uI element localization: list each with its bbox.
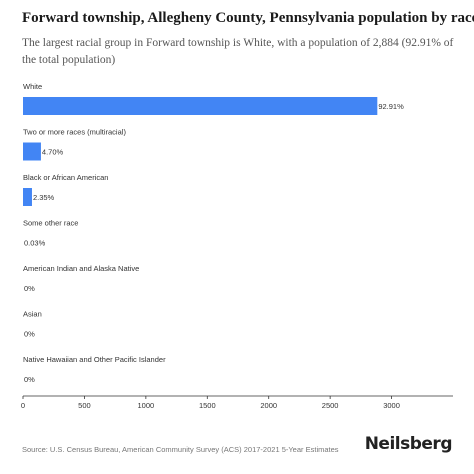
data-label: 92.91% [378,102,404,111]
x-tick-label: 500 [78,401,91,410]
chart-subtitle: The largest racial group in Forward town… [22,37,454,66]
data-label: 0.03% [24,239,46,248]
bar [23,142,41,161]
data-label: 0% [24,375,35,384]
data-label: 4.70% [42,148,64,157]
data-label: 2.35% [33,193,55,202]
data-label: 0% [24,284,35,293]
category-label: Asian [23,310,42,319]
source-note: Source: U.S. Census Bureau, American Com… [22,445,339,454]
x-tick-label: 2500 [322,401,339,410]
x-tick-label: 3000 [383,401,400,410]
category-label: American Indian and Alaska Native [23,264,139,273]
brand-logo: Neilsberg [364,434,453,454]
x-tick-label: 1000 [138,401,155,410]
category-label: Native Hawaiian and Other Pacific Island… [23,355,166,364]
category-label: Black or African American [23,173,108,182]
x-tick-label: 2000 [260,401,277,410]
bar [23,188,32,206]
chart-title: Forward township, Allegheny County, Penn… [22,10,474,26]
x-tick-label: 0 [21,401,25,410]
category-label: Some other race [23,219,78,228]
category-label: White [23,82,42,91]
data-label: 0% [24,330,35,339]
bar [23,97,378,115]
x-tick-label: 1500 [199,401,216,410]
category-label: Two or more races (multiracial) [23,128,126,137]
